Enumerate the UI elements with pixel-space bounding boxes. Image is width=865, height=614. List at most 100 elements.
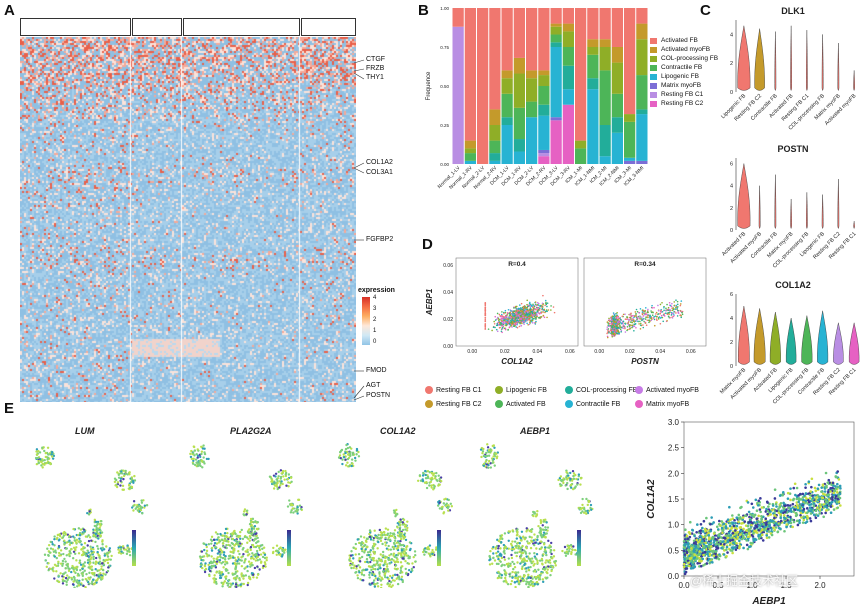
scatter-point [620,318,622,321]
umap-point [130,506,134,509]
umap-point [531,577,534,580]
bar-segment [538,156,550,164]
bar-segment [550,47,562,118]
umap-point [368,532,371,536]
umap-point [92,578,95,581]
umap-point [387,548,390,551]
scatter-point [550,309,552,311]
umap-point [275,544,279,547]
umap-point [67,576,71,579]
legend-swatch [650,91,657,98]
scatter-point [494,319,497,321]
umap-point [228,586,231,588]
umap-point [406,526,409,530]
y-tick-label: 1.5 [668,495,680,504]
umap-point [554,564,557,567]
umap-point [389,532,392,535]
scatter-point [509,323,512,326]
umap-point [242,513,245,516]
umap-point [487,459,491,463]
umap-point [85,579,89,582]
umap-point [59,572,62,575]
scatter-point [611,334,613,336]
scatter-point [501,331,503,334]
scatter-point [618,321,621,324]
umap-point [244,574,248,577]
umap-point [504,576,507,580]
umap-point [405,572,408,576]
umap-point [72,550,76,553]
umap-point [83,561,87,564]
bar-segment [599,8,611,40]
y-tick-label: 1.00 [440,6,449,11]
umap-point [103,554,107,557]
umap-point [192,445,196,448]
scatter-point [494,326,496,329]
umap-point [381,555,384,558]
umap-point [507,539,510,543]
scatter-point [522,306,525,309]
umap-point [365,568,369,571]
scatter-point [625,316,628,318]
scatter-point [523,318,525,320]
umap-point [589,503,593,507]
umap-point [399,537,403,541]
scatter-point [515,309,517,312]
scatter-point [531,318,534,320]
umap-point [492,552,495,555]
umap-point [533,533,536,536]
scatter-point [666,313,669,316]
umap-point [261,566,265,570]
umap-point [557,478,560,482]
umap-point [427,552,431,555]
umap-point [57,560,60,563]
umap-point [73,586,76,588]
plot-frame [583,257,707,347]
umap-point [101,549,104,552]
umap-point [139,507,142,510]
scatter-point [644,321,647,324]
umap-title: AEBP1 [519,426,550,436]
umap-point [422,549,426,552]
scatter-point [515,311,518,314]
umap-point [284,473,287,476]
umap-point [406,573,410,577]
scatter-point [626,329,628,332]
umap-point [535,580,539,584]
scatter-point [635,315,637,317]
umap-point [509,572,512,575]
umap-point [366,545,369,549]
umap-point [545,532,548,535]
umap-point [257,540,260,543]
umap-point [249,565,252,568]
bar-segment [526,8,538,71]
umap-point [575,477,578,481]
scatter-point [647,316,649,319]
umap-point [362,579,365,582]
umap-point [228,544,232,547]
scatter-point [613,333,616,336]
umap-point [357,450,360,454]
scatter-point [540,316,542,318]
bar-segment [636,109,648,115]
umap-point [252,576,255,579]
scatter-point [615,315,618,317]
umap-point [198,460,201,463]
umap-point [43,449,46,453]
scatter-point [513,307,515,309]
umap-point [51,567,54,570]
umap-point [210,549,214,552]
y-tick-label: 0.06 [443,263,453,269]
umap-point [384,533,388,537]
umap-point [384,544,387,547]
umap-point [528,580,531,584]
umap-point [248,577,251,580]
umap-point [527,566,530,569]
umap-point [136,509,140,512]
umap-point [275,549,279,552]
scatter-point [631,321,634,324]
umap-point [226,562,229,565]
umap-point [539,521,543,525]
scatter-point [833,499,837,502]
